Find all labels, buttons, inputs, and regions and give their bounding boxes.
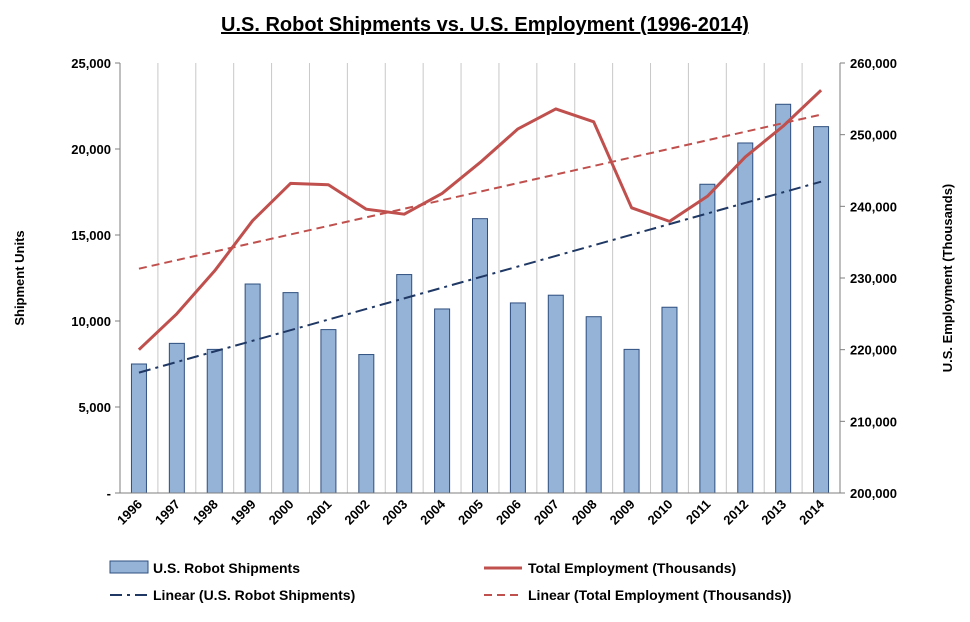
x-tick-label: 2007 [531,497,562,528]
bar-2011 [699,183,716,494]
bar-2008 [585,316,602,494]
y-tick-label: 15,000 [71,228,111,243]
y2-tick-label: 210,000 [850,414,897,429]
y2-tick-label: 250,000 [850,128,897,143]
legend-label-shipments-trend: Linear (U.S. Robot Shipments) [153,587,355,603]
x-tick-label: 2006 [493,497,524,528]
gridlines [119,63,841,493]
legend-label-shipments: U.S. Robot Shipments [153,560,300,576]
employment-line [137,89,823,351]
bar-2006 [509,302,526,494]
y2-tick-label: 260,000 [850,56,897,71]
bar-1999 [244,283,261,494]
y2-tick-label: 240,000 [850,199,897,214]
bar-2007 [547,294,564,494]
bar-2005 [472,218,488,494]
y-tick-label: 5,000 [78,400,111,415]
x-tick-label: 2014 [796,496,828,528]
x-tick-label: 2012 [720,497,751,528]
bar-2000 [282,292,299,494]
bar-2013 [775,103,792,494]
bar-2010 [661,306,678,494]
y2-tick-label: 220,000 [850,343,897,358]
x-tick-label: 2008 [569,497,600,528]
x-tick-label: 2001 [303,497,334,528]
x-tick-label: 1996 [114,497,145,528]
x-tick-label: 1998 [190,497,221,528]
bar-1997 [168,342,185,494]
y-tick-label: 10,000 [71,314,111,329]
bar-1998 [206,348,223,494]
x-tick-label: 2000 [266,497,297,528]
legend-swatch-shipments [109,560,149,574]
x-tick-label: 2004 [417,496,449,528]
bar-2002 [358,354,375,494]
x-tick-label: 2005 [455,497,486,528]
bar-series [130,103,830,494]
x-tick-label: 1997 [152,497,183,528]
x-tick-label: 2010 [645,497,676,528]
bar-1996 [130,363,147,494]
y-axis-title: Shipment Units [12,230,27,325]
legend-label-employment-trend: Linear (Total Employment (Thousands)) [528,587,791,603]
x-tick-label: 2011 [683,497,714,528]
x-tick-label: 2013 [758,497,789,528]
x-tick-label: 2009 [607,497,638,528]
bar-2001 [320,329,337,494]
legend: U.S. Robot Shipments Total Employment (Th… [109,560,791,603]
legend-label-employment: Total Employment (Thousands) [528,560,736,576]
bar-2014 [813,126,830,494]
x-tick-label: 2003 [379,497,410,528]
y2-axis-title: U.S. Employment (Thousands) [940,184,955,373]
chart-title: U.S. Robot Shipments vs. U.S. Employment… [221,14,749,36]
y-tick-label: - [107,486,111,501]
bar-2009 [623,348,640,494]
line-series [137,89,823,374]
y-tick-label: 20,000 [71,142,111,157]
bar-2012 [737,142,754,494]
x-tick-label: 1999 [228,497,259,528]
bar-2003 [396,274,413,494]
y-tick-label: 25,000 [71,56,111,71]
bar-2004 [434,308,451,494]
x-tick-label: 2002 [341,497,372,528]
shipments-trendline [138,180,822,374]
y2-tick-label: 230,000 [850,271,897,286]
y2-tick-label: 200,000 [850,486,897,501]
